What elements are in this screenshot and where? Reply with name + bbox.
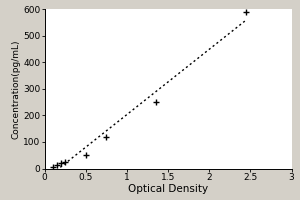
- Point: [55, 163, 59, 166]
- Point: [104, 135, 109, 138]
- Point: [63, 160, 68, 163]
- Point: [59, 162, 64, 165]
- Y-axis label: Concentration(pg/mL): Concentration(pg/mL): [12, 39, 21, 139]
- Point: [51, 166, 56, 169]
- X-axis label: Optical Density: Optical Density: [128, 184, 208, 194]
- Point: [244, 10, 249, 13]
- Point: [153, 100, 158, 104]
- Point: [83, 154, 88, 157]
